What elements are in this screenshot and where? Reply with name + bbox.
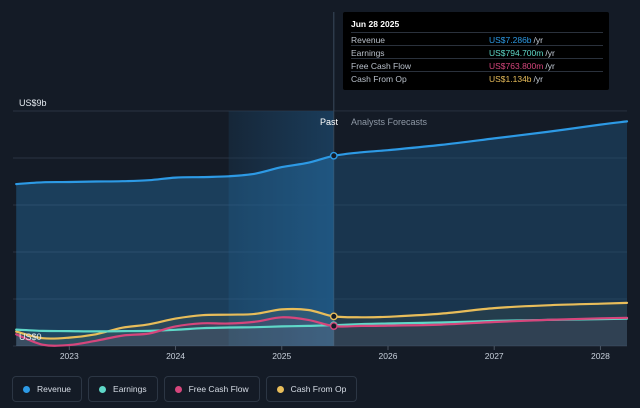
cash-from-op-line — [15, 301, 629, 340]
legend-item-earnings[interactable]: Earnings — [88, 376, 158, 402]
revenue-point — [329, 151, 338, 160]
tooltip-label: Cash From Op — [351, 74, 407, 84]
tooltip-value: US$794.700m/yr — [489, 48, 555, 58]
free-cash-flow-area — [16, 317, 627, 346]
free-cash-flow-dot-icon — [174, 385, 182, 393]
x-tick-label: 2023 — [60, 351, 79, 361]
tooltip: Jun 28 2025 Revenue US$7.286b/yr Earning… — [343, 12, 609, 90]
x-tick-label: 2028 — [591, 351, 610, 361]
tooltip-value: US$1.134b/yr — [489, 74, 543, 84]
series-lines — [15, 120, 629, 347]
legend-label: Revenue — [37, 384, 72, 394]
legend-label: Free Cash Flow — [188, 384, 249, 394]
y-axis-bottom-label: US$0 — [19, 332, 42, 342]
revenue-area — [16, 121, 627, 347]
past-highlight — [228, 12, 335, 346]
revenue-line — [15, 120, 629, 186]
earnings-line — [15, 317, 629, 333]
past-label: Past — [320, 117, 339, 127]
tooltip-row-earnings: Earnings US$794.700m/yr — [351, 45, 603, 59]
x-axis-ticks: 2023 2024 2025 2026 2027 2028 — [60, 346, 610, 361]
legend-item-revenue[interactable]: Revenue — [12, 376, 83, 402]
x-tick-label: 2025 — [272, 351, 291, 361]
tooltip-label: Earnings — [351, 48, 385, 58]
revenue-dot-icon — [23, 385, 30, 393]
chart-legend: Revenue Earnings Free Cash Flow Cash Fro… — [12, 376, 358, 402]
legend-label: Earnings — [113, 384, 147, 394]
tooltip-value: US$7.286b/yr — [489, 35, 543, 45]
x-tick-label: 2024 — [166, 351, 185, 361]
axis-labels: US$9b US$0 Past Analysts Forecasts — [19, 98, 428, 342]
past-highlight-band — [228, 111, 334, 346]
tooltip-row-revenue: Revenue US$7.286b/yr — [351, 32, 603, 46]
tooltip-label: Free Cash Flow — [351, 61, 411, 71]
earnings-dot-icon — [99, 385, 107, 393]
legend-item-free-cash-flow[interactable]: Free Cash Flow — [163, 376, 260, 402]
free-cash-flow-line — [15, 316, 629, 347]
free-cash-flow-point — [329, 322, 338, 330]
forecast-label: Analysts Forecasts — [351, 117, 428, 127]
series-markers — [329, 151, 338, 330]
earnings-area — [16, 318, 627, 346]
legend-item-cash-from-op[interactable]: Cash From Op — [265, 376, 358, 402]
cash-from-op-dot-icon — [276, 385, 284, 393]
x-tick-label: 2027 — [485, 351, 504, 361]
tooltip-label: Revenue — [351, 35, 386, 45]
x-tick-label: 2026 — [379, 351, 398, 361]
tooltip-value: US$763.800m/yr — [489, 61, 555, 71]
cash-from-op-point — [329, 312, 338, 321]
forecast-overlay — [333, 111, 627, 346]
tooltip-row-free-cash-flow: Free Cash Flow US$763.800m/yr — [351, 58, 603, 72]
y-axis-top-label: US$9b — [19, 98, 47, 108]
legend-label: Cash From Op — [290, 384, 347, 394]
series-areas — [16, 111, 627, 347]
tooltip-date: Jun 28 2025 — [351, 19, 400, 29]
tooltip-row-cash-from-op: Cash From Op US$1.134b/yr — [351, 71, 603, 85]
